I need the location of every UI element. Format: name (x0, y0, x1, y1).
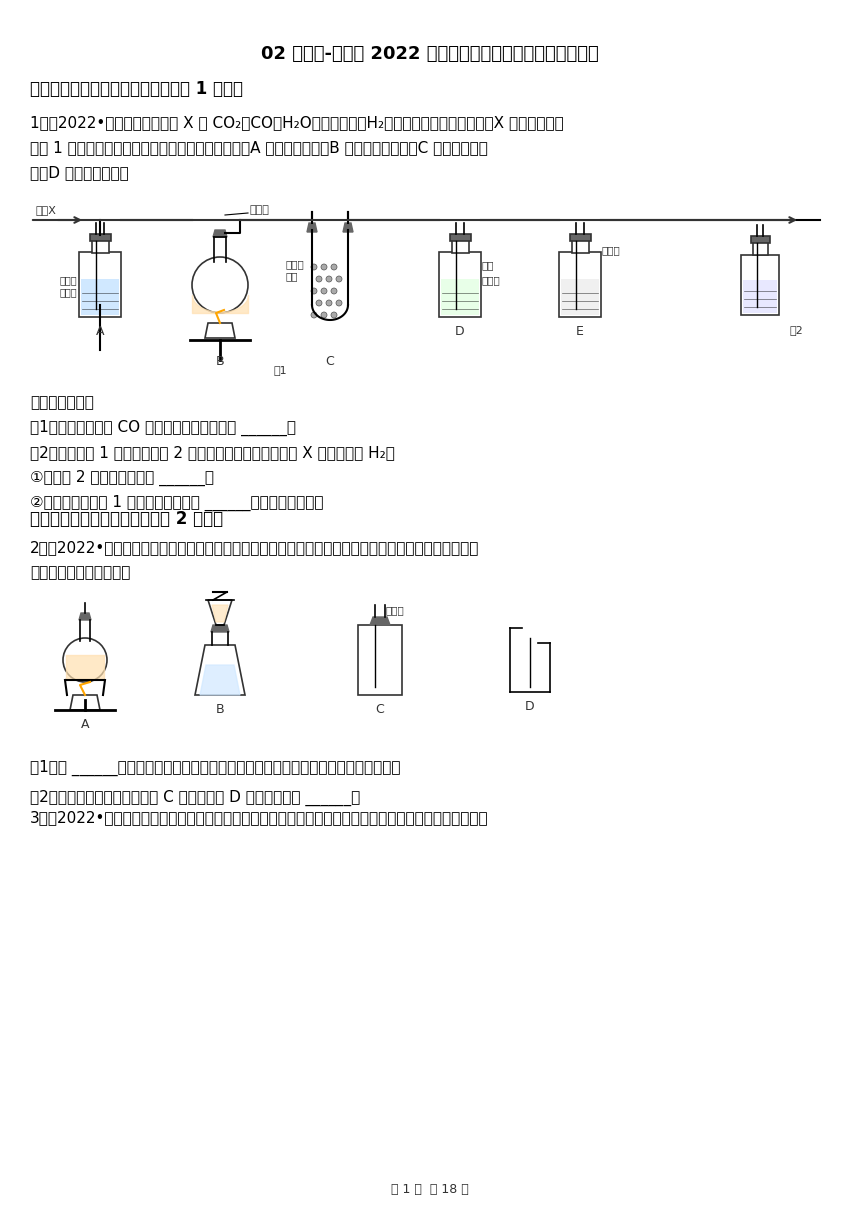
Circle shape (311, 264, 317, 270)
Text: 色；D 中溶液变浑浊。: 色；D 中溶液变浑浊。 (30, 165, 129, 180)
Text: D: D (525, 700, 535, 713)
Circle shape (316, 276, 322, 282)
Bar (559, 252, 601, 317)
Polygon shape (213, 230, 227, 237)
Polygon shape (358, 625, 402, 696)
Text: 澄清: 澄清 (482, 260, 494, 270)
Text: 石灰水: 石灰水 (482, 275, 501, 285)
Text: 氧化铜: 氧化铜 (250, 206, 270, 215)
Bar (439, 252, 481, 317)
Text: C: C (376, 703, 384, 716)
Text: 图1: 图1 (273, 365, 287, 375)
Text: D: D (455, 325, 464, 338)
Text: 钠溶液: 钠溶液 (59, 287, 77, 297)
Circle shape (321, 313, 327, 319)
Bar (743, 280, 777, 313)
Circle shape (321, 288, 327, 294)
Bar (452, 238, 469, 253)
Text: C: C (326, 355, 335, 368)
Text: A: A (95, 325, 104, 338)
Text: 第 1 页  共 18 页: 第 1 页 共 18 页 (391, 1183, 469, 1197)
Bar (450, 233, 470, 241)
Text: 02 填空题-浙江省 2022 年各市中考化学真题分题型分层汇编: 02 填空题-浙江省 2022 年各市中考化学真题分题型分层汇编 (261, 45, 599, 63)
Text: 图2: 图2 (790, 325, 804, 334)
Text: （1）该实验能得出 CO 气体一定存在的证据是 ______；: （1）该实验能得出 CO 气体一定存在的证据是 ______； (30, 420, 296, 437)
Circle shape (331, 288, 337, 294)
Text: 一．常见气体的检验与除杂方法（共 1 小题）: 一．常见气体的检验与除杂方法（共 1 小题） (30, 80, 243, 98)
Polygon shape (211, 625, 229, 632)
Text: B: B (216, 703, 224, 716)
Text: 2．（2022•湖州）实验室常用分解高锰酸钾、氯酸钾或过氧化氢的方法制取氧气；常用大理石与稀盐酸反: 2．（2022•湖州）实验室常用分解高锰酸钾、氯酸钾或过氧化氢的方法制取氧气；常… (30, 540, 479, 554)
Text: 气体X: 气体X (35, 206, 56, 215)
Polygon shape (370, 617, 390, 625)
Bar (92, 238, 109, 253)
Text: 氢氧化: 氢氧化 (59, 275, 77, 285)
Circle shape (336, 300, 342, 306)
Polygon shape (208, 599, 232, 625)
Bar (81, 280, 119, 315)
Polygon shape (79, 613, 91, 620)
Text: 应来制取二氧化碳气体。: 应来制取二氧化碳气体。 (30, 565, 131, 580)
Circle shape (311, 313, 317, 319)
Circle shape (336, 276, 342, 282)
Bar (561, 280, 599, 315)
Text: ①写出图 2 装置中试剂名称 ______；: ①写出图 2 装置中试剂名称 ______； (30, 471, 214, 486)
Polygon shape (70, 696, 100, 710)
Text: 无水硫
酸铜: 无水硫 酸铜 (285, 259, 304, 281)
Circle shape (63, 638, 107, 682)
Text: 玻璃片: 玻璃片 (385, 606, 403, 615)
Bar (90, 233, 111, 241)
Text: A: A (81, 717, 89, 731)
Text: （2）只要在图 1 中加装一个图 2 装置，就能确定原混合气体 X 中是否含有 H₂。: （2）只要在图 1 中加装一个图 2 装置，就能确定原混合气体 X 中是否含有 … (30, 445, 395, 460)
Circle shape (331, 313, 337, 319)
Bar (572, 238, 589, 253)
Text: ②该装置连接在图 1 中哪两个装置之间 ______（用字母表示）。: ②该装置连接在图 1 中哪两个装置之间 ______（用字母表示）。 (30, 495, 323, 511)
Bar (79, 252, 121, 317)
Bar (741, 255, 779, 315)
Text: 如图 1 装置（假定每步反应均完全），现象分别为：A 中溶液变浑浊；B 中固体变为红色；C 中粉末变为蓝: 如图 1 装置（假定每步反应均完全），现象分别为：A 中溶液变浑浊；B 中固体变… (30, 140, 488, 154)
Circle shape (311, 288, 317, 294)
Text: （1）图 ______（填字母）装置既可作为制取氧气也可作为制取二氧化碳的发生装置。: （1）图 ______（填字母）装置既可作为制取氧气也可作为制取二氧化碳的发生装… (30, 760, 401, 776)
Text: 完成下列问题：: 完成下列问题： (30, 395, 94, 410)
Polygon shape (195, 644, 245, 696)
Text: 1．（2022•金华）某混合气体 X 由 CO₂、CO、H₂O（水蒸气）、H₂中的两种或两种以上组成，X 气体依次通过: 1．（2022•金华）某混合气体 X 由 CO₂、CO、H₂O（水蒸气）、H₂中… (30, 116, 564, 130)
Circle shape (316, 300, 322, 306)
Bar (751, 236, 771, 243)
Text: 碱石灰: 碱石灰 (602, 244, 621, 255)
Text: 二．二氧化碳的实验室制法（共 2 小题）: 二．二氧化碳的实验室制法（共 2 小题） (30, 510, 223, 528)
Bar (570, 233, 591, 241)
Bar (441, 280, 479, 315)
Polygon shape (307, 223, 317, 232)
Polygon shape (205, 323, 235, 338)
Text: E: E (576, 325, 584, 338)
Polygon shape (343, 223, 353, 232)
Circle shape (326, 300, 332, 306)
Circle shape (192, 257, 248, 313)
Polygon shape (200, 665, 240, 696)
Circle shape (321, 264, 327, 270)
Circle shape (326, 276, 332, 282)
Text: B: B (216, 355, 224, 368)
Circle shape (331, 264, 337, 270)
Polygon shape (212, 606, 228, 623)
Text: （2）实验室收集二氧化碳选用 C 装置而不用 D 装置的原因是 ______。: （2）实验室收集二氧化碳选用 C 装置而不用 D 装置的原因是 ______。 (30, 790, 360, 806)
Text: 3．（2022•绍兴）科学是一门以实验为基础的学科。以下是实验室制取、收集、测量气体体积的常用装置。: 3．（2022•绍兴）科学是一门以实验为基础的学科。以下是实验室制取、收集、测量… (30, 810, 488, 824)
Bar (753, 240, 768, 255)
